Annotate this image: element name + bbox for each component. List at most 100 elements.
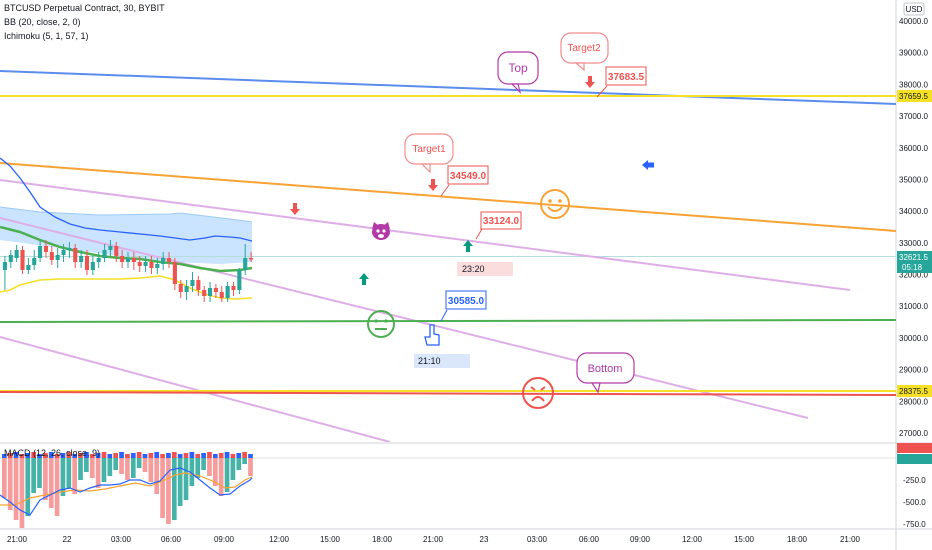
price-tick-label: 38000.0 xyxy=(899,80,928,89)
macd-top-bar xyxy=(25,453,31,458)
time-tick-label: 23 xyxy=(480,535,489,544)
level-badge-top-label: 37659.5 xyxy=(899,92,928,101)
time-tick-label: 21:00 xyxy=(7,535,28,544)
time-tick-label: 18:00 xyxy=(787,535,808,544)
arrow-down-icon xyxy=(428,179,438,191)
candle xyxy=(137,262,142,266)
price-tick-label: 39000.0 xyxy=(899,49,928,58)
macd-legend[interactable]: MACD (12, 26, close, 9) xyxy=(4,448,101,458)
macd-bar xyxy=(19,458,25,528)
svg-text:23:20: 23:20 xyxy=(462,264,485,274)
candle xyxy=(38,246,43,258)
arrow-up-icon xyxy=(463,240,473,252)
svg-text:34549.0: 34549.0 xyxy=(450,171,487,182)
macd-top-bar xyxy=(201,453,206,458)
macd-top-bar xyxy=(101,452,107,458)
candle xyxy=(131,258,136,262)
symbol-legend[interactable]: BTCUSD Perpetual Contract, 30, BYBIT xyxy=(4,3,165,13)
macd-top-bar xyxy=(230,454,236,458)
macd-bar xyxy=(43,458,48,500)
macd-bar xyxy=(54,458,60,516)
candle xyxy=(243,258,248,270)
candle xyxy=(90,262,95,270)
candle xyxy=(143,262,148,266)
price-tick-label: 30000.0 xyxy=(899,334,928,343)
macd-top-bar xyxy=(2,454,7,458)
macd-top-bar xyxy=(171,452,177,458)
price-tick-label: 34000.0 xyxy=(899,207,928,216)
candle xyxy=(219,292,224,298)
macd-top-bar xyxy=(160,454,165,458)
candles xyxy=(2,240,254,302)
macd-bar xyxy=(212,458,218,486)
trendline-purple-3 xyxy=(0,336,391,442)
price-tick-label: 29000.0 xyxy=(899,366,928,375)
candle xyxy=(178,284,183,292)
callout-target1-label: Target1 xyxy=(412,144,446,155)
macd-top-bar xyxy=(84,452,89,458)
macd-top-bar xyxy=(177,454,183,458)
candle xyxy=(184,286,189,292)
macd-top-bar xyxy=(119,452,124,458)
svg-text:37683.5: 37683.5 xyxy=(608,72,645,83)
arrow-down-icon xyxy=(585,76,595,88)
candle xyxy=(172,262,177,284)
macd-bar xyxy=(125,458,130,480)
price-tick-label: 28000.0 xyxy=(899,397,928,406)
macd-top-bar xyxy=(130,453,136,458)
candle xyxy=(155,264,160,268)
bb-legend[interactable]: BB (20, close, 2, 0) xyxy=(4,17,81,27)
macd-top-bar xyxy=(148,453,154,458)
arrow-down-icon xyxy=(290,203,300,215)
macd-bar xyxy=(160,458,165,518)
macd-bar xyxy=(224,458,230,492)
macd-bar xyxy=(48,458,54,508)
candle xyxy=(202,290,207,296)
macd-top-bar xyxy=(72,454,78,458)
macd-bar xyxy=(218,458,224,496)
macd-top-bar xyxy=(60,453,66,458)
time-tick-label: 12:00 xyxy=(682,535,703,544)
callout-target1: Target1 xyxy=(404,133,454,174)
macd-top-bar xyxy=(166,453,171,458)
macd-bar xyxy=(107,458,113,476)
level-badge-bottom-label: 28375.5 xyxy=(899,387,928,396)
candle xyxy=(166,258,172,262)
currency-badge[interactable]: USD xyxy=(903,2,925,16)
macd-top-bar xyxy=(248,454,253,458)
macd-bar xyxy=(89,458,95,478)
macd-bar xyxy=(230,458,236,480)
svg-text:30585.0: 30585.0 xyxy=(448,296,485,307)
ichimoku-span-a xyxy=(0,206,253,223)
callout-bottom-label: Bottom xyxy=(588,363,623,375)
macd-bar xyxy=(248,458,253,476)
time-tick-label: 15:00 xyxy=(320,535,341,544)
price-label-p2: 34549.0 xyxy=(440,165,489,197)
macd-tick-label: -750.0 xyxy=(903,520,926,529)
candle xyxy=(2,262,7,270)
smiley-happy-icon xyxy=(540,189,570,219)
macd-top-bar xyxy=(43,453,48,458)
time-tick-label: 09:00 xyxy=(214,535,235,544)
callout-bottom: Bottom xyxy=(576,352,635,394)
candle xyxy=(213,288,218,292)
ichimoku-legend[interactable]: Ichimoku (5, 1, 57, 1) xyxy=(4,31,89,41)
macd-top-bar xyxy=(183,453,189,458)
macd-bar xyxy=(113,458,119,470)
trendline-green xyxy=(0,319,896,323)
candle xyxy=(207,288,213,296)
macd-top-bar xyxy=(78,453,83,458)
arrow-up-icon xyxy=(359,273,369,285)
macd-top-bar xyxy=(37,454,42,458)
macd-top-bar xyxy=(212,454,218,458)
macd-bar xyxy=(84,458,89,472)
macd-bar xyxy=(242,458,247,464)
time-tick-label: 06:00 xyxy=(579,535,600,544)
trendline-orange xyxy=(0,162,896,232)
trendline-purple-2 xyxy=(0,217,809,419)
candle xyxy=(79,256,84,262)
macd-top-bar xyxy=(218,453,224,458)
candle xyxy=(231,286,236,290)
hand-pointer-icon xyxy=(424,324,440,346)
